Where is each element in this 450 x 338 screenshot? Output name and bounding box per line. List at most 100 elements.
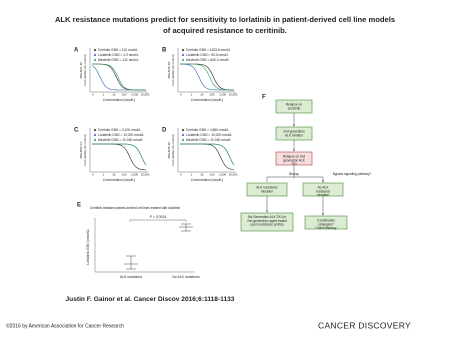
legend-entry: Lorlatinib GI50 = 10,000 nmol/L: [98, 133, 144, 137]
curve: [180, 63, 235, 91]
copyright: ©2016 by American Association for Cancer…: [6, 322, 124, 329]
legend-entry: Lorlatinib GI50 = 10,000 nmol/L: [186, 133, 232, 137]
legend-marker: [182, 54, 184, 56]
y-label: MGH045-1D: [167, 61, 171, 79]
group-label: ALK mutations: [120, 275, 142, 279]
x-tick-label: 0: [92, 93, 94, 97]
caption: Ceritinib-resistant patient-derived cell…: [90, 206, 180, 210]
panel-f: F Relapse on crizotinib 2nd generation ALK …: [240, 95, 372, 232]
legend-entry: Lorlatinib GI50 = 53.3 nmol/L: [186, 53, 229, 57]
legend-marker: [94, 134, 96, 136]
flow-node: No ALK resistance mutation: [316, 185, 331, 197]
panel-label: C: [74, 128, 79, 134]
x-tick-label: 0: [92, 173, 94, 177]
legend-entry: Alectinib GI50 = 131 nmol/L: [98, 58, 139, 62]
curve: [92, 63, 146, 91]
axes: [89, 48, 148, 93]
curve: [92, 143, 147, 166]
x-label: Concentration (nmol/L): [191, 178, 223, 182]
legend-marker: [182, 129, 184, 131]
flow-node: 2nd generation ALK inhibitor: [283, 129, 304, 137]
curve: [91, 65, 146, 91]
x-tick-label: 10: [200, 93, 204, 97]
x-tick-label: 100: [210, 93, 215, 97]
x-tick-label: 1: [191, 173, 193, 177]
legend-marker: [182, 49, 184, 51]
x-label: Concentration (nmol/L): [103, 178, 135, 182]
x-tick-label: 0: [180, 93, 182, 97]
x-tick-label: 10: [112, 93, 116, 97]
p-value: P = 0.0014: [150, 215, 167, 219]
x-tick-label: 1,000: [131, 173, 138, 177]
x-label: Concentration (nmol/L): [103, 98, 135, 102]
y-label: MGH056-1A: [79, 142, 83, 159]
flow-node: Combination strategies? Chemotherapy: [316, 218, 337, 230]
panel-e: E Ceritinib-resistant patient-derived ce…: [77, 203, 200, 279]
legend-entry: Ceritinib GI50 = 3,100 nmol/L: [98, 128, 141, 132]
panel-label: F: [262, 95, 266, 101]
x-tick-label: 100: [210, 173, 215, 177]
x-tick-label: 0: [180, 173, 182, 177]
x-tick-label: 1,000: [131, 93, 138, 97]
flow-node: Relapse on 2nd generation ALK TKI: [283, 154, 306, 166]
flow-node: ALK resistance mutation: [256, 185, 278, 193]
group-label: No ALK mutations: [172, 275, 199, 279]
legend-entry: Ceritinib GI50 = 4,860 nmol/L: [186, 128, 229, 132]
x-tick-label: 1,000: [219, 93, 226, 97]
legend-marker: [182, 134, 184, 136]
legend-marker: [94, 54, 96, 56]
axes: [89, 128, 148, 173]
legend-marker: [94, 139, 96, 141]
x-tick-label: 10,000: [141, 173, 150, 177]
title-line: ALK resistance mutations predict for sen…: [55, 15, 395, 24]
axes: [177, 48, 236, 93]
legend-marker: [94, 129, 96, 131]
legend-entry: Ceritinib GI50 = 1153.6 nmol/L: [186, 48, 231, 52]
curve: [180, 143, 235, 166]
curve: [180, 143, 235, 166]
y-label: MGH045-2C: [167, 141, 171, 159]
curve: [179, 63, 234, 91]
x-tick-label: 100: [122, 173, 127, 177]
y-label: Cell viability (% control): [83, 54, 87, 85]
citation: Justin F. Gainor et al. Cancer Discov 20…: [66, 296, 235, 303]
x-tick-label: 10,000: [229, 173, 238, 177]
curve: [180, 63, 234, 91]
y-label: Lorlatinib GI50 (nmol/L): [86, 229, 90, 264]
legend-marker: [94, 59, 96, 61]
y-label: MGH021-4C: [79, 61, 83, 79]
legend-entry: Alectinib GI50 = 10,000 nmol/L: [98, 138, 143, 142]
panel-label: D: [162, 128, 167, 134]
x-tick-label: 10: [200, 173, 204, 177]
y-label: Cell viability (% control): [171, 134, 175, 165]
y-label: Cell viability (% control): [171, 54, 175, 85]
x-tick-label: 1: [103, 93, 105, 97]
x-tick-label: 1,000: [219, 173, 226, 177]
flow-node: 3rd Generation ALK TKI (or 2nd generation…: [247, 215, 287, 227]
x-tick-label: 10: [112, 173, 116, 177]
panel-label: B: [162, 48, 167, 54]
legend-entry: Alectinib GI50 = 10,000 nmol/L: [186, 138, 231, 142]
legend-entry: Alectinib GI50 = 642.2 nmol/L: [186, 58, 230, 62]
legend-entry: Ceritinib GI50 = 110 nmol/L: [98, 48, 138, 52]
flow-label: Biopsy: [289, 172, 299, 176]
legend-entry: Lorlatinib GI50 = 4.3 nmol/L: [98, 53, 139, 57]
x-tick-label: 1: [191, 93, 193, 97]
x-tick-label: 10,000: [141, 93, 150, 97]
curve: [180, 143, 235, 170]
panel-label: E: [77, 203, 81, 209]
axes: [177, 128, 236, 173]
flow-node: Relapse on crizotinib: [286, 102, 302, 110]
title-line: of acquired resistance to ceritinib.: [163, 26, 287, 35]
x-tick-label: 10,000: [229, 93, 238, 97]
curve: [92, 143, 147, 166]
legend-marker: [94, 49, 96, 51]
flow-label: Bypass signaling pathway?: [333, 172, 372, 176]
panel-label: A: [74, 48, 79, 54]
y-label: Cell viability (% control): [83, 134, 87, 165]
curve: [92, 143, 147, 171]
x-tick-label: 100: [122, 93, 127, 97]
x-label: Concentration (nmol/L): [191, 98, 223, 102]
legend-marker: [182, 139, 184, 141]
